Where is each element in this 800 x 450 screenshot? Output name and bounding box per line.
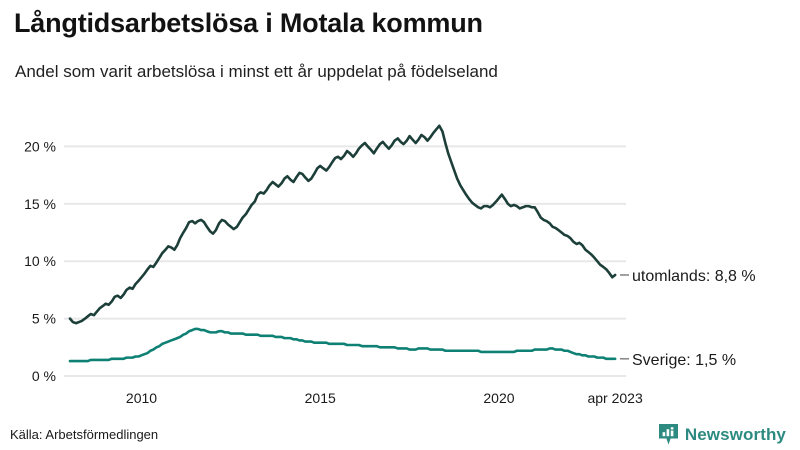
source-note: Källa: Arbetsförmedlingen [10, 427, 159, 442]
x-axis-labels: 2010 2015 2020 apr 2023 [126, 390, 643, 406]
x-axis-tick-label: 2015 [305, 390, 336, 406]
brand-logo: Newsworthy [658, 423, 786, 446]
series-lines [68, 124, 617, 363]
x-axis-tick-label: 2020 [483, 390, 514, 406]
series-line [68, 124, 617, 325]
y-axis-tick-label: 20 % [24, 138, 56, 154]
page-subtitle: Andel som varit arbetslösa i minst ett å… [15, 62, 498, 81]
bar-chart-pin-icon [658, 424, 678, 445]
x-axis-tick-label: apr 2023 [587, 390, 642, 406]
brand-name: Newsworthy [684, 424, 786, 444]
page-title: Långtidsarbetslösa i Motala kommun [14, 8, 483, 38]
y-axis-tick-label: 10 % [24, 253, 56, 269]
y-axis-labels: 0 % 5 % 10 % 15 % 20 % [24, 138, 56, 384]
series-line [68, 327, 617, 363]
series-labels: utomlands: 8,8 % Sverige: 1,5 % [620, 268, 756, 369]
y-axis-tick-label: 15 % [24, 196, 56, 212]
series-label-sverige: Sverige: 1,5 % [632, 352, 736, 369]
y-axis-tick-label: 5 % [32, 311, 56, 327]
x-axis-tick-label: 2010 [126, 390, 157, 406]
series-label-utomlands: utomlands: 8,8 % [632, 268, 756, 285]
gridlines [64, 145, 626, 377]
y-axis-tick-label: 0 % [32, 368, 56, 384]
